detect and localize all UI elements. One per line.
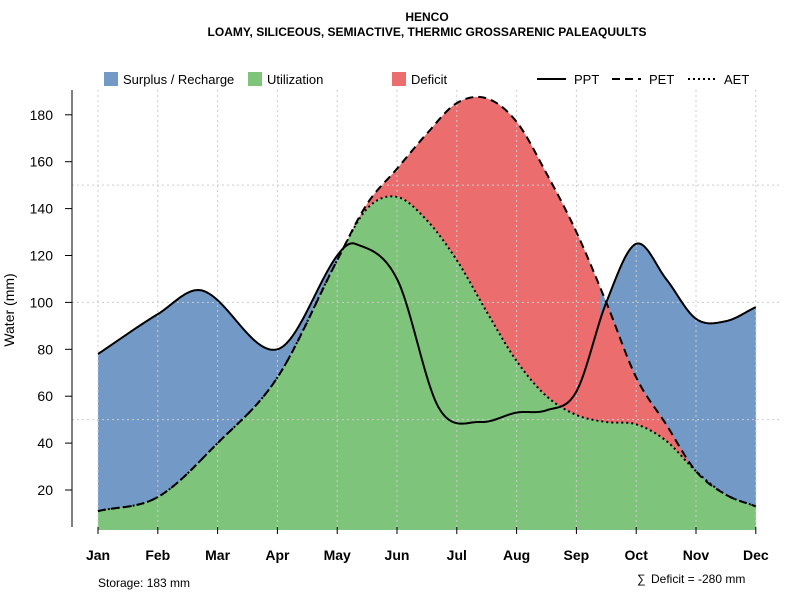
legend-swatch-deficit [392,72,406,86]
area-layer [98,96,756,530]
axes: Water (mm) [1,90,73,527]
chart-subtitle: LOAMY, SILICEOUS, SEMIACTIVE, THERMIC GR… [208,25,647,39]
y-tick-label: 100 [30,294,54,310]
area-deficit [98,96,756,512]
y-tick-label: 160 [30,154,54,170]
y-axis-label: Water (mm) [1,273,17,346]
grid-lines [72,90,782,530]
legend-swatch-utilization [248,72,262,86]
legend-label-aet: AET [724,72,749,87]
legend-label-deficit: Deficit [411,72,448,87]
x-tick-label-may: May [324,547,351,563]
x-tick-label-apr: Apr [265,547,290,563]
legend-label-pet: PET [649,72,674,87]
line-aet [97,195,757,513]
legend-label-surplus: Surplus / Recharge [123,72,234,87]
chart-title: HENCO [405,10,448,24]
x-tick-label-oct: Oct [625,547,649,563]
deficit-total-label: Deficit = -280 mm [651,572,745,586]
y-tick-label: 180 [30,107,54,123]
area-utilization [98,196,756,530]
x-tick-label-sep: Sep [564,547,590,563]
legend-label-ppt: PPT [574,72,599,87]
y-tick-label: 120 [30,248,54,264]
line-ppt [97,242,757,425]
storage-label: Storage: 183 mm [98,576,190,590]
x-ticks: Jan Feb Mar Apr May Jun Jul Aug Sep Oct Nov Dec [86,527,769,563]
x-tick-label-dec: Dec [743,547,769,563]
y-tick-label: 80 [37,341,53,357]
x-tick-label-jul: Jul [447,547,467,563]
sum-symbol: ∑ [637,572,646,586]
y-tick-label: 140 [30,201,54,217]
x-tick-label-jan: Jan [86,547,110,563]
x-tick-label-aug: Aug [503,547,530,563]
x-tick-label-nov: Nov [683,547,710,563]
x-tick-label-mar: Mar [205,547,230,563]
series-lines [97,95,757,513]
x-tick-label-jun: Jun [385,547,410,563]
area-surplus-upper [600,243,756,507]
x-tick-label-feb: Feb [145,547,170,563]
y-tick-label: 40 [37,435,53,451]
y-tick-label: 60 [37,388,53,404]
y-tick-label: 20 [37,482,53,498]
legend: Surplus / Recharge Utilization Deficit P… [104,72,749,87]
y-ticks: 20 40 60 80 100 120 140 160 180 [30,107,72,498]
legend-label-utilization: Utilization [267,72,323,87]
legend-swatch-surplus [104,72,118,86]
